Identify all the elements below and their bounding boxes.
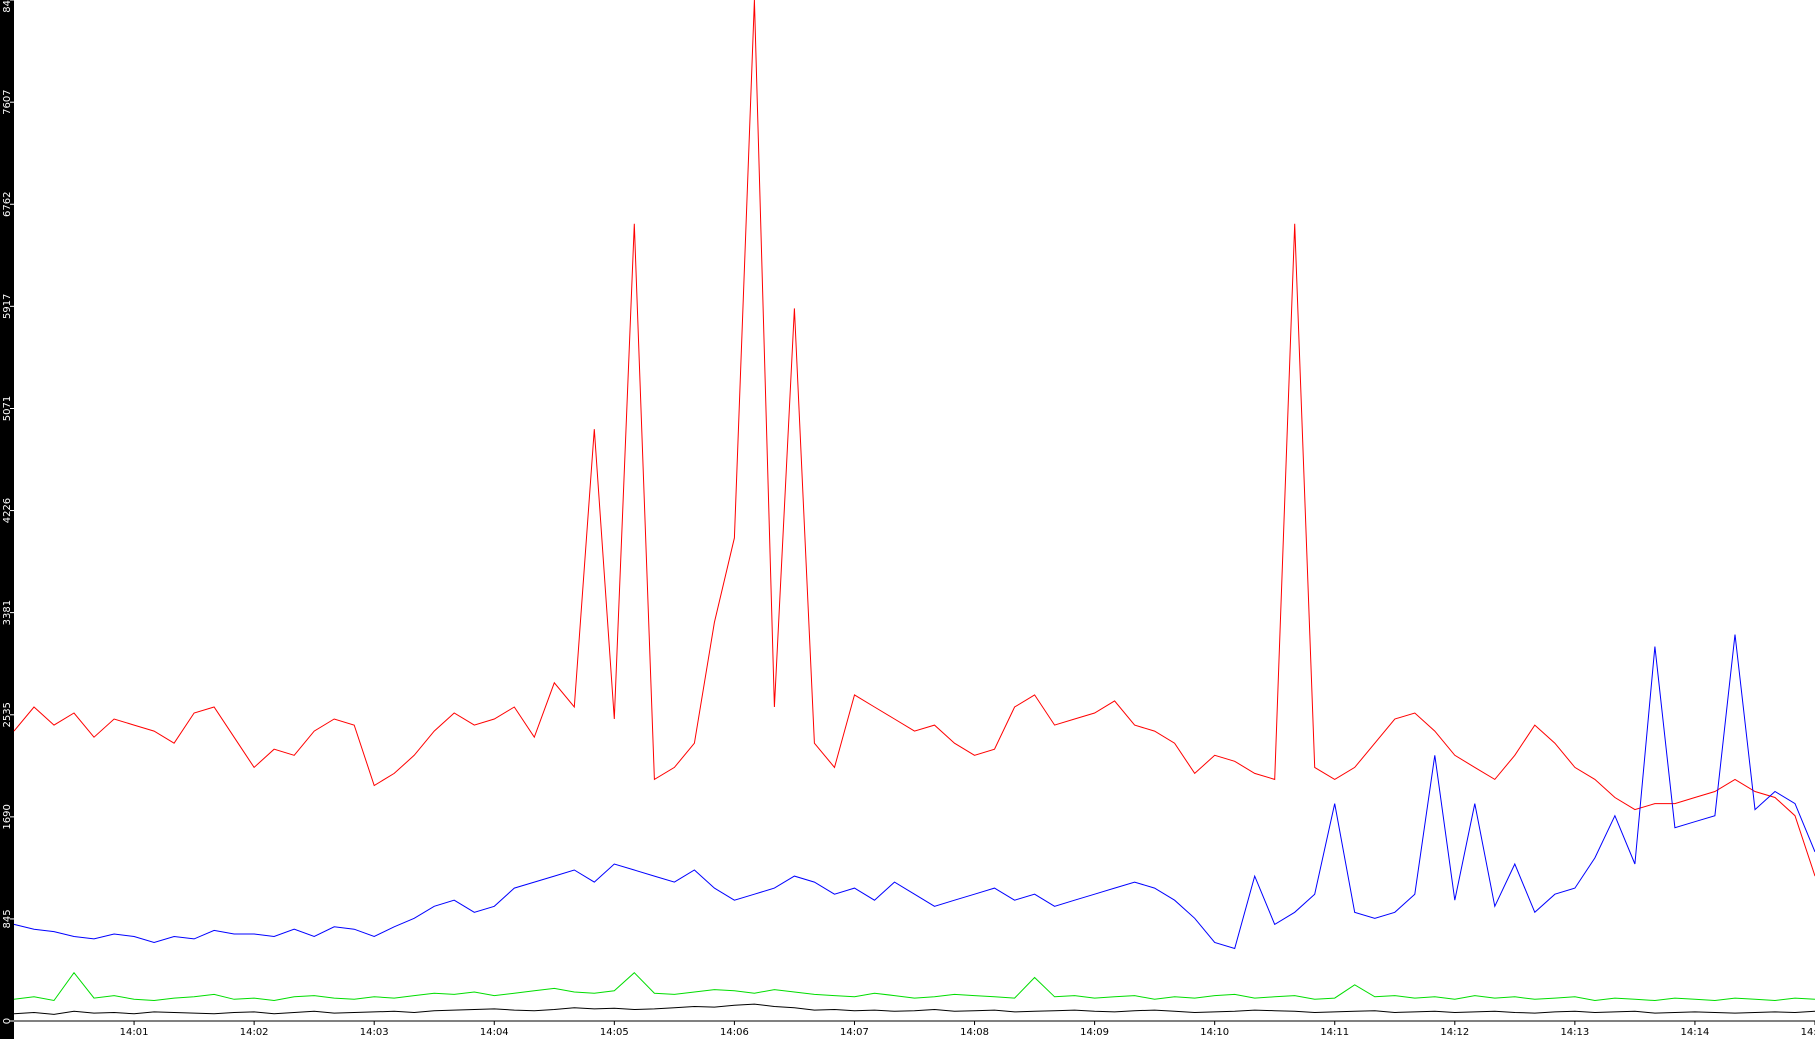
- x-tick-label: 14:12: [1440, 1027, 1469, 1038]
- y-tick-label: 0: [2, 1018, 13, 1024]
- y-tick-label: 2535: [2, 702, 13, 727]
- x-tick-label: 14:07: [840, 1027, 869, 1038]
- series-line: [13, 634, 1815, 950]
- series-line: [13, 0, 1815, 877]
- x-tick-label: 14:10: [1200, 1027, 1229, 1038]
- x-tick-label: 14:11: [1320, 1027, 1349, 1038]
- y-tick-label: 6762: [2, 192, 13, 217]
- x-tick-label: 14:08: [960, 1027, 989, 1038]
- y-axis-strip: [0, 0, 14, 1039]
- y-tick-label: 7607: [2, 89, 13, 114]
- x-tick-label: 14:04: [480, 1027, 509, 1038]
- x-tick-label: 14:03: [360, 1027, 389, 1038]
- y-tick-label: 8453: [2, 0, 13, 13]
- x-tick-label: 14:02: [240, 1027, 269, 1038]
- y-tick-label: 845: [2, 909, 13, 928]
- x-tick-label: 14:01: [120, 1027, 149, 1038]
- series-line: [13, 971, 1815, 1002]
- y-tick-label: 1690: [2, 804, 13, 829]
- x-tick-label: 14:06: [720, 1027, 749, 1038]
- y-tick-label: 3381: [2, 600, 13, 625]
- x-tick-label: 14:13: [1560, 1027, 1589, 1038]
- x-tick-label: 14:05: [600, 1027, 629, 1038]
- x-tick-label: 14:09: [1080, 1027, 1109, 1038]
- y-tick-label: 5071: [2, 396, 13, 421]
- y-tick-label: 5917: [2, 294, 13, 319]
- x-tick-label: 14:14: [1681, 1027, 1710, 1038]
- y-tick-label: 4226: [2, 498, 13, 523]
- series-line: [13, 1003, 1815, 1015]
- x-tick-label: 14:15: [1801, 1027, 1815, 1038]
